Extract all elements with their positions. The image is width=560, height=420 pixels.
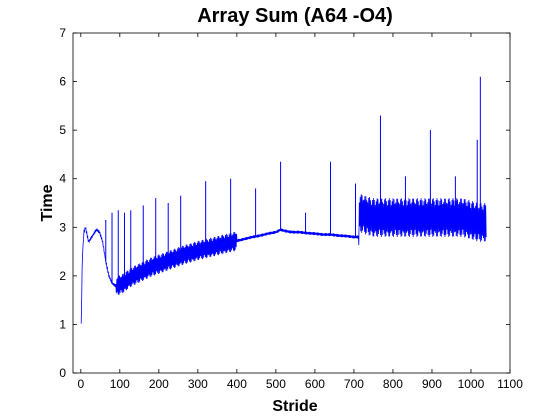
y-tick-label: 4 [59,172,66,186]
x-tick-label: 600 [305,377,325,391]
x-tick-label: 500 [266,377,286,391]
axes-layer: 0 100 200 300 400 500 600 700 800 900 1000 1100 0 1 2 3… [59,26,523,391]
y-tick-label: 0 [59,366,66,380]
y-axis-label: Time [39,184,56,221]
x-tick-label: 1100 [497,377,523,391]
y-tick-label: 5 [59,123,66,137]
y-tick-label: 2 [59,269,66,283]
x-tick-label: 800 [383,377,403,391]
x-tick-label: 200 [149,377,169,391]
y-tick-label: 7 [59,26,66,40]
y-tick-label: 1 [59,317,66,331]
series-line [80,194,487,324]
x-tick-label: 400 [227,377,247,391]
y-tick-label: 3 [59,220,66,234]
y-tick-label: 6 [59,75,66,89]
chart-title: Array Sum (A64 -O4) [197,5,393,27]
x-tick-label: 100 [110,377,130,391]
x-tick-label: 900 [422,377,442,391]
axes-box [72,32,511,374]
x-tick-label: 300 [188,377,208,391]
x-tick-label: 1000 [458,377,485,391]
x-tick-label: 0 [77,377,84,391]
x-tick-label: 700 [344,377,364,391]
data-layer [80,76,487,324]
x-axis-label: Stride [272,398,317,415]
